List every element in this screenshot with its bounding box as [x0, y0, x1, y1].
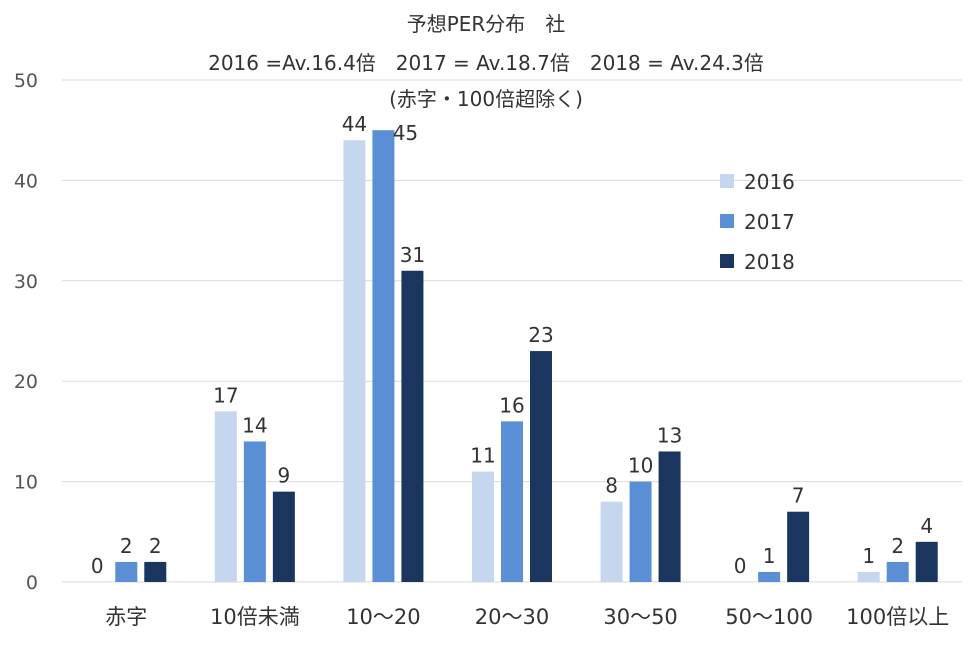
data-label-2018-6: 4 [920, 514, 933, 538]
legend: 2016 2017 2018 [720, 170, 795, 274]
data-label-2017-3: 16 [499, 393, 524, 417]
data-label-2016-0: 0 [91, 554, 104, 578]
chart-title-line-3: (赤字・100倍超除く) [389, 87, 583, 111]
chart-title-line-1: 予想PER分布 社 [407, 12, 566, 36]
bar-2018-1 [272, 491, 295, 582]
bar-2018-4 [658, 451, 681, 582]
bar-2016-3 [472, 471, 494, 582]
data-label-2016-3: 11 [470, 444, 495, 468]
category-label-4: 30〜50 [603, 605, 677, 629]
category-label-6: 100倍以上 [846, 605, 949, 629]
bar-2017-1 [243, 441, 266, 582]
bar-2017-3 [501, 421, 523, 582]
y-tick-label-0: 0 [26, 572, 38, 594]
bar-2018-2 [401, 270, 424, 582]
y-tick-label-50: 50 [14, 70, 38, 92]
chart-title-line-2: 2016 =Av.16.4倍 2017 = Av.18.7倍 2018 = Av… [208, 51, 764, 75]
data-label-2017-4: 10 [628, 454, 653, 478]
bar-2018-5 [787, 511, 810, 582]
legend-label-2017: 2017 [744, 210, 795, 234]
y-axis-ticks: 0 10 20 30 40 50 [14, 70, 38, 594]
data-label-2017-0: 2 [120, 534, 133, 558]
bars [115, 130, 938, 583]
bar-2017-2 [372, 130, 395, 582]
bar-2018-0 [144, 561, 167, 582]
legend-swatch-2016 [720, 174, 734, 188]
data-label-2018-2: 31 [400, 243, 425, 267]
data-label-2018-0: 2 [149, 534, 162, 558]
category-label-3: 20〜30 [475, 605, 549, 629]
bar-2017-0 [115, 561, 138, 582]
gridlines [62, 79, 962, 583]
data-label-2018-3: 23 [528, 323, 553, 347]
data-label-2018-1: 9 [277, 464, 290, 488]
category-label-5: 50〜100 [725, 605, 813, 629]
bar-2018-3 [530, 351, 552, 582]
data-label-2016-4: 8 [605, 474, 618, 498]
legend-label-2016: 2016 [744, 170, 795, 194]
data-label-2017-2: 45 [393, 121, 418, 145]
chart-title: 予想PER分布 社 2016 =Av.16.4倍 2017 = Av.18.7倍… [208, 12, 764, 111]
y-tick-label-30: 30 [14, 271, 38, 293]
data-label-2018-5: 7 [792, 484, 805, 508]
bar-2016-2 [343, 140, 366, 583]
x-axis-categories: 赤字 10倍未満 10〜20 20〜30 30〜50 50〜100 100倍以上 [105, 605, 949, 629]
y-tick-label-20: 20 [14, 371, 38, 393]
y-tick-label-10: 10 [14, 472, 38, 494]
data-label-2016-1: 17 [213, 383, 238, 407]
bar-2017-6 [886, 561, 909, 582]
bar-2018-6 [915, 541, 938, 582]
legend-label-2018: 2018 [744, 250, 795, 274]
category-label-2: 10〜20 [346, 605, 420, 629]
legend-swatch-2017 [720, 214, 734, 228]
bar-2017-5 [758, 571, 781, 582]
data-label-2017-5: 1 [763, 544, 776, 568]
y-tick-label-40: 40 [14, 170, 38, 192]
bar-2016-4 [600, 501, 623, 582]
data-label-2018-4: 13 [657, 423, 682, 447]
data-label-2017-6: 2 [891, 534, 904, 558]
bar-2017-4 [629, 481, 652, 582]
data-label-2016-2: 44 [342, 112, 367, 136]
legend-swatch-2018 [720, 254, 734, 268]
category-label-0: 赤字 [105, 605, 147, 629]
bar-2016-6 [857, 571, 880, 582]
data-label-2016-5: 0 [734, 554, 747, 578]
data-label-2017-1: 14 [242, 413, 267, 437]
bar-2016-1 [214, 411, 237, 582]
data-label-2016-6: 1 [862, 544, 875, 568]
category-label-1: 10倍未満 [210, 605, 300, 629]
